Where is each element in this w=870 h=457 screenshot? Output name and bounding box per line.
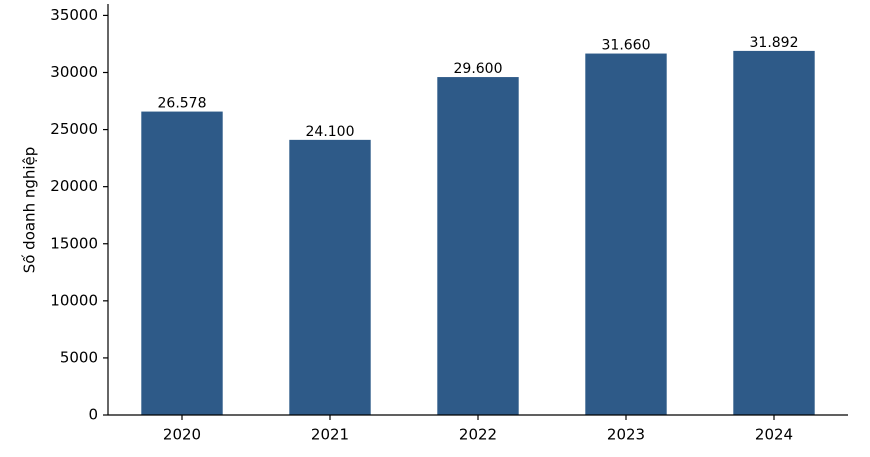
bar [437, 77, 519, 416]
y-axis-label: Số doanh nghiệp [21, 147, 39, 274]
x-tick-label: 2022 [459, 426, 497, 444]
y-tick-label: 10000 [50, 291, 98, 309]
x-tick-label: 2023 [607, 426, 645, 444]
bar [585, 53, 667, 415]
data-label: 26.578 [158, 96, 207, 112]
bar [733, 50, 815, 416]
y-tick-label: 15000 [50, 234, 98, 252]
bar [289, 139, 371, 415]
x-tick-label: 2021 [311, 426, 349, 444]
y-tick-label: 35000 [50, 6, 98, 24]
x-tick-label: 2020 [163, 426, 201, 444]
bar [141, 111, 223, 415]
data-label: 24.100 [306, 124, 355, 140]
y-tick-label: 25000 [50, 120, 98, 138]
y-tick-label: 5000 [60, 348, 98, 366]
data-label: 31.892 [750, 35, 799, 51]
x-tick-label: 2024 [755, 426, 793, 444]
data-label: 29.600 [454, 61, 503, 77]
y-tick-label: 0 [88, 406, 98, 424]
data-label: 31.660 [602, 38, 651, 54]
y-tick-label: 20000 [50, 177, 98, 195]
y-tick-label: 30000 [50, 63, 98, 81]
